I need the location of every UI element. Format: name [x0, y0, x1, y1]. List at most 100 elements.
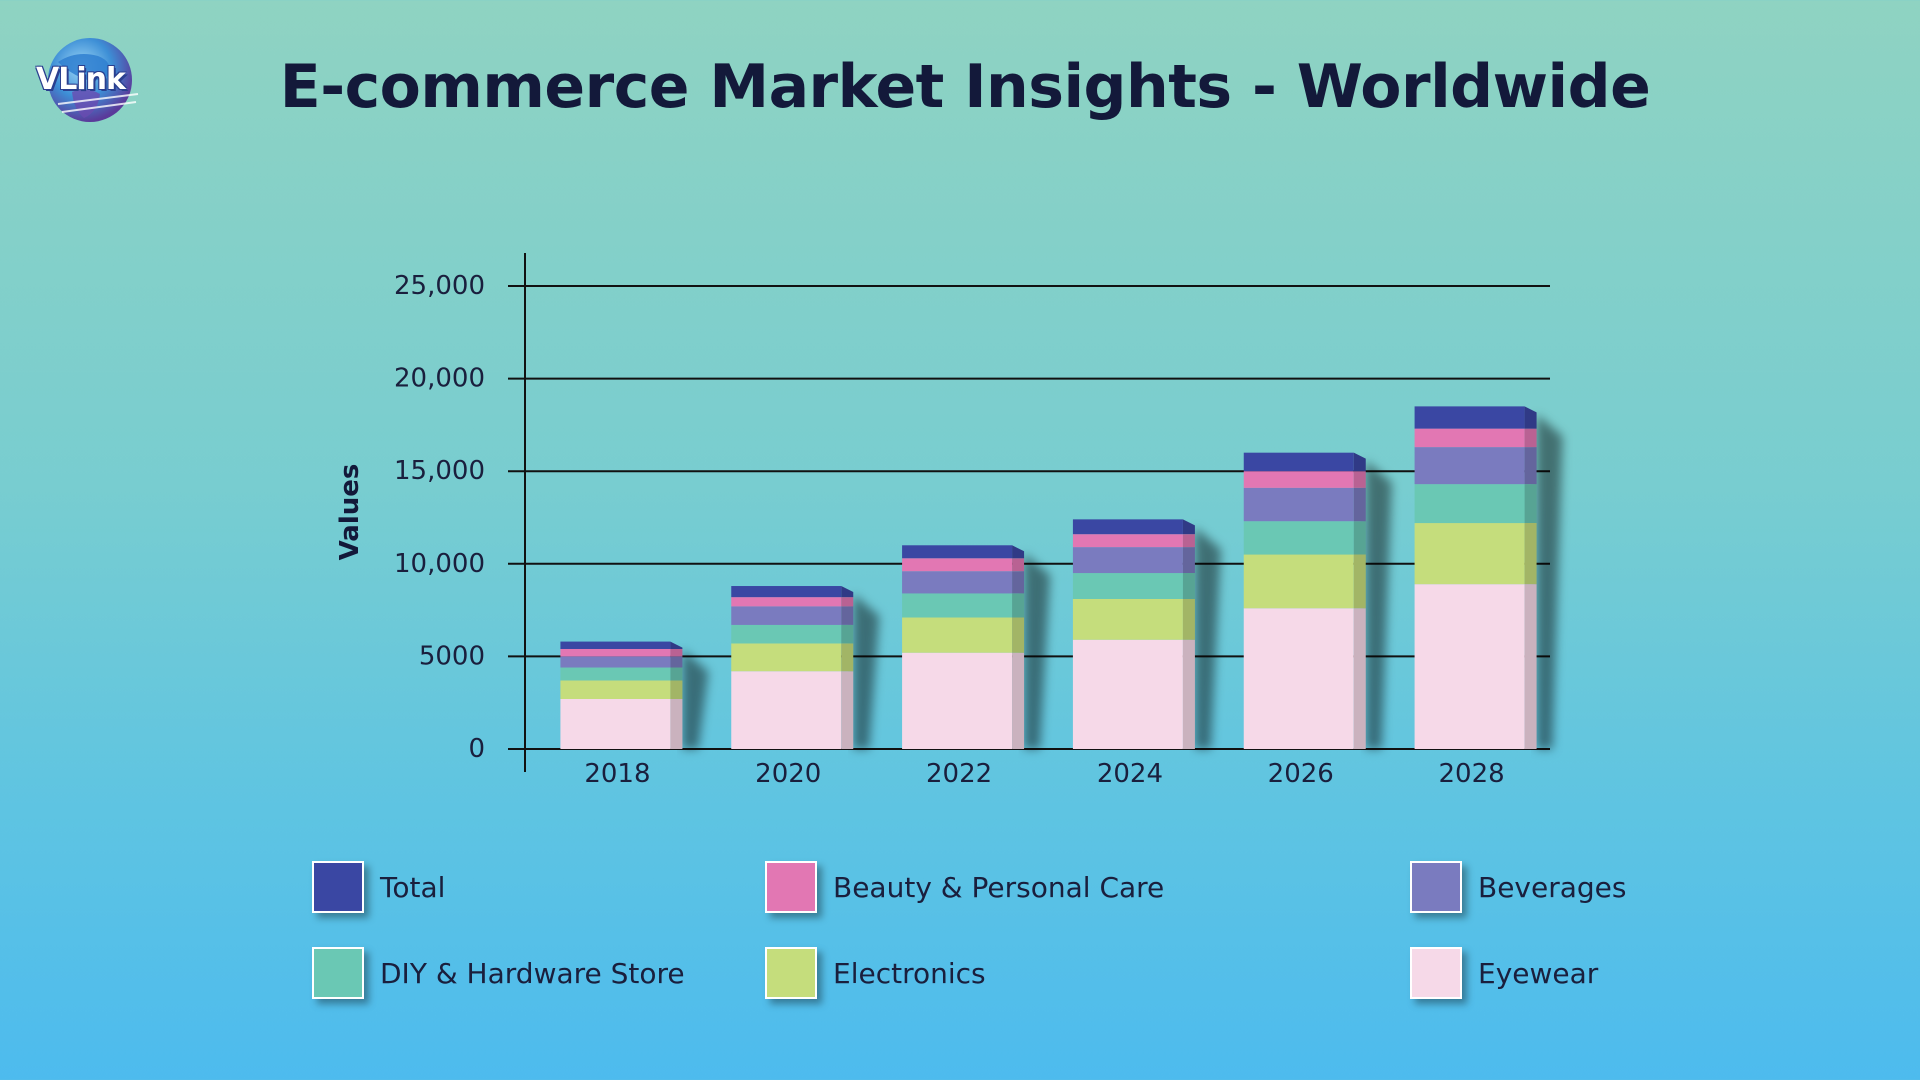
legend-item: Total — [312, 860, 445, 914]
globe-icon — [48, 38, 139, 122]
bar-stack-2018 — [560, 641, 709, 749]
bar-segment-side — [1012, 571, 1025, 594]
x-tick-label: 2018 — [584, 759, 650, 789]
legend-label: DIY & Hardware Store — [380, 956, 685, 990]
bar-stack-2020 — [731, 586, 880, 749]
bar-segment — [560, 641, 671, 649]
bar-segment-side — [670, 641, 683, 649]
bar-segment-side — [670, 656, 683, 668]
legend-item: Electronics — [765, 946, 986, 1000]
x-tick-label: 2024 — [1097, 759, 1163, 789]
legend-label: Electronics — [833, 956, 986, 990]
bar-shadow — [853, 594, 880, 749]
bar-segment-side — [1353, 521, 1366, 555]
bar-segment-side — [1524, 406, 1537, 429]
bar-segment-side — [670, 698, 683, 749]
y-tick-label: 15,000 — [394, 456, 485, 486]
bar-segment — [560, 667, 671, 681]
bar-segment-side — [1524, 428, 1537, 448]
bar-segment-side — [841, 597, 854, 607]
bar-segment-side — [841, 586, 854, 598]
bar-segment-side — [841, 624, 854, 644]
legend-label: Eyewear — [1478, 956, 1599, 990]
bar-segment — [1072, 573, 1183, 599]
legend-item: Eyewear — [1410, 946, 1598, 1000]
legend-label: Beverages — [1478, 870, 1627, 904]
bar-segment-side — [1524, 523, 1537, 585]
bar-segment — [560, 698, 671, 749]
bar-segment — [902, 652, 1013, 749]
bar-segment-side — [1012, 545, 1025, 559]
x-tick-label: 2020 — [755, 759, 821, 789]
bar-segment-side — [841, 606, 854, 625]
bar-segment-side — [1012, 617, 1025, 653]
bar-segment — [1414, 428, 1525, 448]
bar-segment-side — [1353, 487, 1366, 522]
bar-segment — [1414, 406, 1525, 429]
bar-segment — [1414, 523, 1525, 585]
legend-swatch — [1410, 861, 1462, 913]
legend-swatch — [765, 861, 817, 913]
bar-segment — [731, 597, 842, 607]
y-axis-label: Values — [335, 464, 365, 561]
bar-segment — [1243, 608, 1354, 749]
bar-segment-side — [1524, 584, 1537, 749]
bar-segment-side — [670, 667, 683, 681]
bar-stack-2022 — [902, 545, 1051, 749]
y-tick-label: 5000 — [419, 641, 485, 671]
bar-stack-2028 — [1414, 406, 1563, 749]
bar-segment-side — [1012, 652, 1025, 749]
legend-item: Beauty & Personal Care — [765, 860, 1164, 914]
legend-item: Beverages — [1410, 860, 1627, 914]
bar-shadow — [1365, 460, 1392, 749]
bar-stack-2024 — [1072, 519, 1221, 749]
bar-segment-side — [1353, 554, 1366, 609]
vlink-logo: VLink — [28, 32, 168, 132]
bar-segment-side — [1012, 558, 1025, 572]
chart-title: E-commerce Market Insights - Worldwide — [279, 52, 1651, 122]
bar-segment — [1243, 452, 1354, 472]
bar-segment — [1243, 471, 1354, 488]
bar-shadow — [682, 649, 709, 749]
bar-stack-2026 — [1243, 452, 1392, 749]
bar-segment-side — [1524, 447, 1537, 485]
bar-segment — [560, 680, 671, 699]
bar-segment — [560, 648, 671, 657]
y-tick-label: 25,000 — [394, 271, 485, 301]
bar-segment — [1243, 487, 1354, 522]
bar-segment — [1243, 521, 1354, 555]
bar-segment — [902, 617, 1013, 653]
bar-segment-side — [1353, 471, 1366, 488]
bar-segment — [731, 671, 842, 749]
bar-segment-side — [1353, 608, 1366, 749]
bar-shadow — [1024, 553, 1051, 749]
bar-shadow — [1536, 414, 1563, 749]
stacked-bar-chart: 0 5000 10,000 15,000 20,000 25,000 Values 2018 2… — [335, 253, 1563, 789]
logo-text: VLink — [36, 62, 126, 97]
legend-label: Total — [380, 870, 446, 904]
bar-segment — [1072, 639, 1183, 749]
bar-segment-side — [841, 671, 854, 749]
bar-segment — [731, 643, 842, 672]
y-tick-label: 0 — [468, 734, 485, 764]
y-tick-label: 10,000 — [394, 549, 485, 579]
legend-swatch — [765, 947, 817, 999]
bar-segment-side — [1182, 639, 1195, 749]
bar-segment — [1072, 547, 1183, 574]
bar-segment-side — [1524, 484, 1537, 524]
bar-segment — [902, 571, 1013, 594]
bar-segment — [902, 593, 1013, 618]
legend-label: Beauty & Personal Care — [833, 870, 1165, 904]
bar-segment — [1414, 447, 1525, 485]
bar-segment — [1414, 484, 1525, 524]
bar-segment — [731, 606, 842, 625]
x-tick-label: 2026 — [1268, 759, 1334, 789]
bar-segment — [1072, 598, 1183, 640]
y-tick-label: 20,000 — [394, 364, 485, 394]
bar-segment — [902, 545, 1013, 559]
legend-swatch — [312, 861, 364, 913]
bar-segment-side — [1182, 547, 1195, 574]
bar-segment — [1072, 519, 1183, 535]
bar-segment-side — [1182, 534, 1195, 548]
bar-segment — [1072, 534, 1183, 548]
